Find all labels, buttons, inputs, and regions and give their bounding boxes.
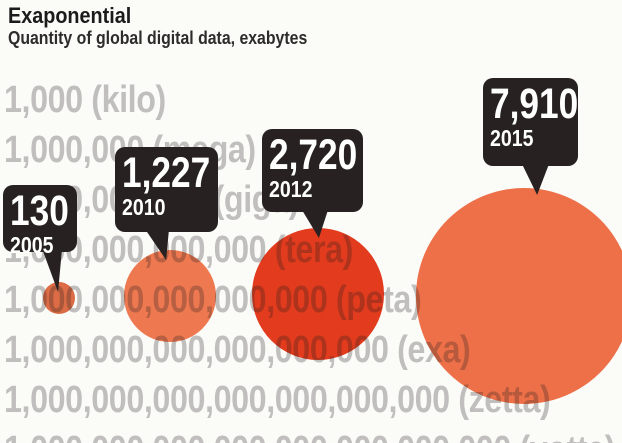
- scale-row-yotta: 1,000,000,000,000,000,000,000,000 (yotta…: [4, 430, 616, 443]
- callout-value-2012: 2,720: [269, 131, 358, 179]
- chart-subtitle: Quantity of global digital data, exabyte…: [8, 28, 308, 48]
- callout-value-2010: 1,227: [122, 149, 211, 197]
- bubble-2010: [124, 250, 216, 342]
- callout-year-2005: 2005: [10, 232, 54, 258]
- callout-value-2005: 130: [10, 187, 69, 235]
- chart-title: Exaponential: [8, 3, 132, 28]
- callout-2012: 2,720 2012: [262, 129, 363, 212]
- scale-row-peta: 1,000,000,000,000,000 (peta): [4, 279, 422, 321]
- bubble-2012: [252, 228, 384, 360]
- callout-2005: 130 2005: [3, 185, 77, 257]
- callout-2015: 7,910 2015: [483, 78, 578, 166]
- scale-row-exa: 1,000,000,000,000,000,000 (exa): [4, 329, 471, 371]
- callout-year-2012: 2012: [269, 176, 313, 202]
- callout-year-2015: 2015: [490, 125, 534, 151]
- scale-row-kilo: 1,000 (kilo): [4, 79, 166, 121]
- bubble-2015: [416, 188, 622, 404]
- bubble-2005: [43, 282, 75, 314]
- scale-row-zetta: 1,000,000,000,000,000,000,000 (zetta): [4, 379, 551, 421]
- callout-year-2010: 2010: [122, 194, 166, 220]
- callout-2010: 1,227 2010: [115, 147, 218, 232]
- callout-value-2015: 7,910: [490, 80, 579, 128]
